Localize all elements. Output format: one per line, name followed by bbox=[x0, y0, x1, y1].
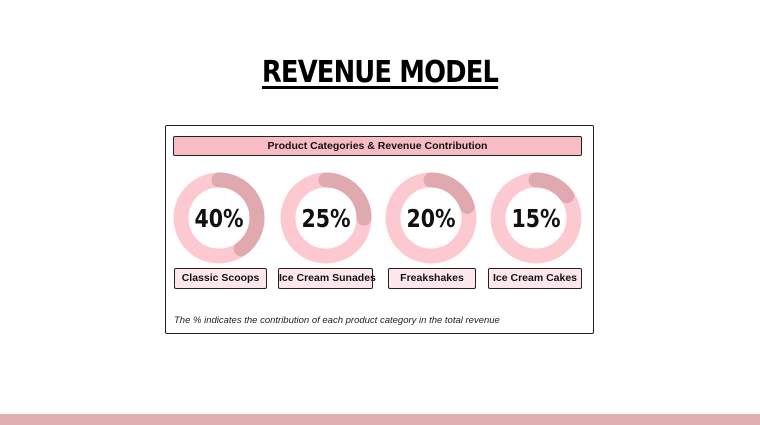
donut-value-label-freakshakes: 20% bbox=[406, 205, 455, 233]
bottom-band bbox=[0, 414, 760, 425]
category-label-ice-cream-sunades: Ice Cream Sunades bbox=[278, 268, 376, 289]
category-label-freakshakes: Freakshakes bbox=[388, 268, 476, 289]
donut-value-label-ice-cream-cakes: 15% bbox=[511, 205, 560, 233]
category-label-ice-cream-cakes: Ice Cream Cakes bbox=[488, 268, 582, 289]
donut-segment-ice-cream-cakes bbox=[490, 172, 582, 264]
page-title: REVENUE MODEL bbox=[261, 55, 499, 90]
donut-segment-freakshakes bbox=[385, 172, 477, 264]
chart-title: Product Categories & Revenue Contributio… bbox=[173, 136, 582, 156]
donut-segment-classic-scoops bbox=[173, 172, 265, 264]
category-label-classic-scoops: Classic Scoops bbox=[174, 268, 267, 289]
donut-charts: 40% 25% 20% 15% bbox=[173, 172, 582, 264]
donut-value-label-classic-scoops: 40% bbox=[194, 205, 243, 233]
revenue-chart-card: Product Categories & Revenue Contributio… bbox=[165, 125, 594, 334]
donut-segment-ice-cream-sunades bbox=[280, 172, 372, 264]
donut-value-label-ice-cream-sunades: 25% bbox=[301, 205, 350, 233]
chart-footnote: The % indicates the contribution of each… bbox=[174, 315, 500, 326]
